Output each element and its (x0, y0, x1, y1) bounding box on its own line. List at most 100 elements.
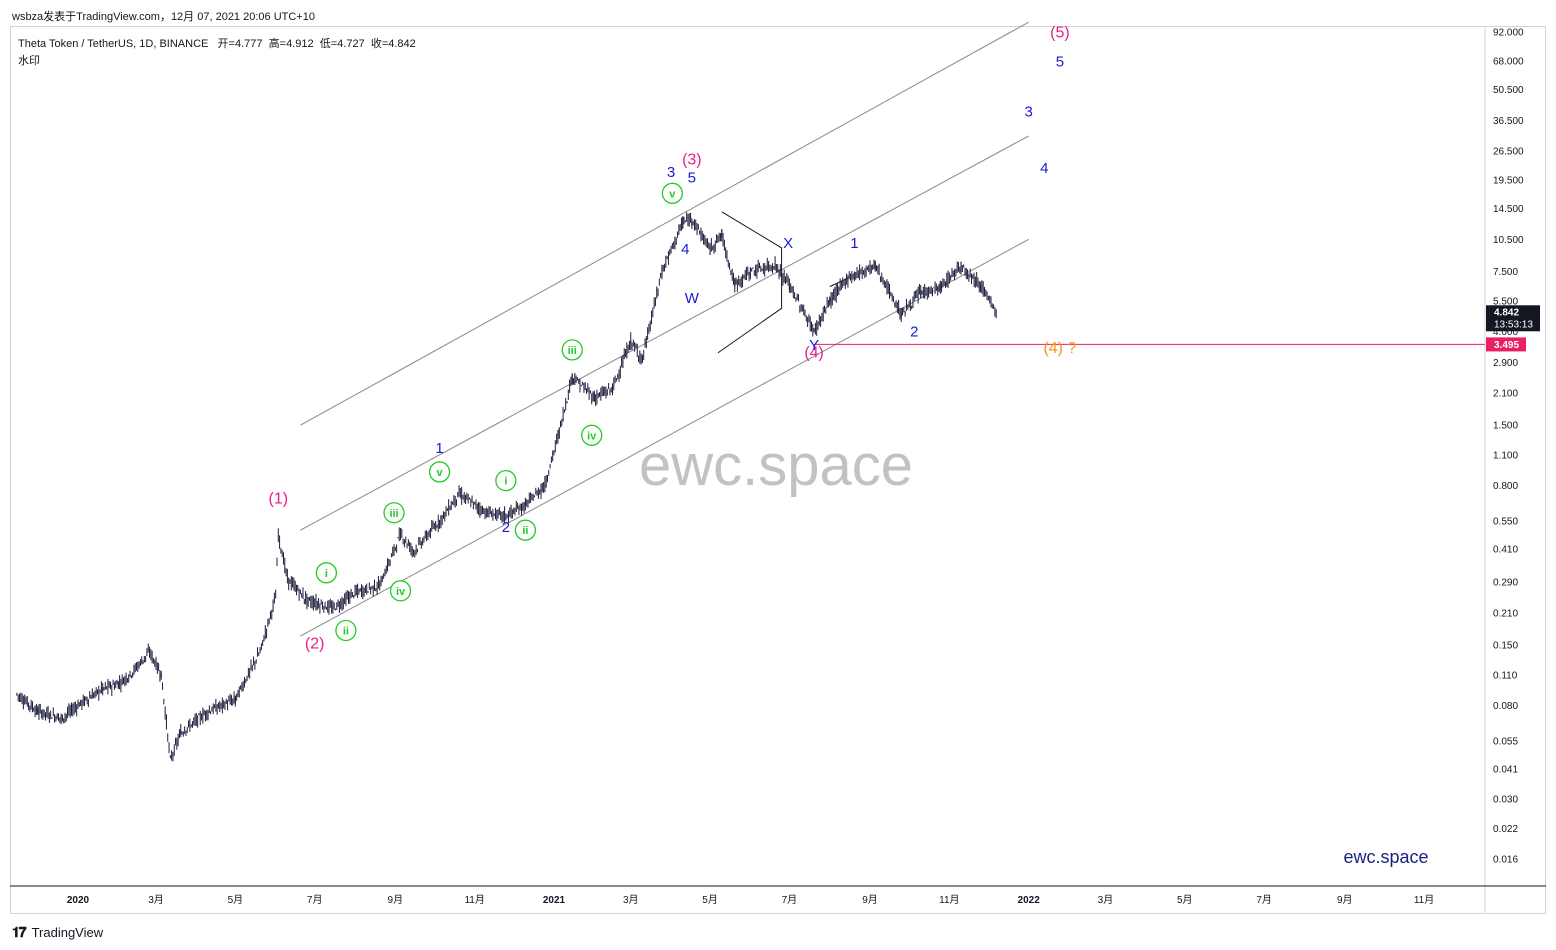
tradingview-logo-icon: 𝟏𝟕 (12, 924, 27, 940)
countdown-value: 13:53:13 (1494, 319, 1533, 330)
x-tick-label: 5月 (228, 894, 244, 906)
publish-info: wsbza发表于TradingView.com，12月 07, 2021 20:… (12, 11, 315, 23)
sub-wave-circle (315, 562, 338, 584)
x-tick-label: 11月 (1414, 894, 1434, 906)
sub-wave-label: iii (389, 508, 398, 520)
sub-wave-label: v (436, 467, 443, 479)
x-tick-label: 2020 (67, 895, 90, 906)
symbol-legend: Theta Token / TetherUS, 1D, BINANCE 开=4.… (18, 38, 416, 50)
wave-label-major: (4) (804, 344, 824, 361)
sub-wave-circle (514, 519, 537, 541)
wave-label-major: (2) (305, 635, 325, 652)
channel-line (300, 21, 1029, 426)
sub-wave-circle (581, 424, 603, 446)
y-tick-label: 0.022 (1493, 824, 1518, 835)
channel-line (300, 238, 1029, 637)
wave-label-major: (5) (1050, 24, 1070, 41)
last-price-value: 4.842 (1494, 307, 1519, 318)
x-tick-label: 7月 (1256, 894, 1272, 906)
open-label: 开 (217, 38, 229, 50)
x-tick-label: 11月 (939, 894, 959, 906)
y-tick-label: 4.000 (1493, 327, 1518, 338)
y-tick-label: 68.000 (1493, 56, 1524, 67)
level-price-value: 3.495 (1494, 340, 1519, 351)
wave-label-minor: Y (809, 337, 819, 354)
sub-wave-label: ii (343, 625, 349, 637)
pattern-line (717, 211, 783, 354)
channel-line (300, 135, 1029, 531)
wave-label-major: (1) (269, 491, 289, 508)
y-tick-label: 0.550 (1493, 517, 1518, 528)
y-tick-label: 0.410 (1493, 545, 1518, 556)
sub-wave-circle (389, 580, 412, 602)
sub-wave-label: iv (396, 586, 406, 598)
y-tick-label: 26.500 (1493, 146, 1524, 157)
y-tick-label: 2.100 (1493, 389, 1518, 400)
chart-frame (10, 26, 1546, 914)
high-label: 高 (268, 38, 280, 50)
y-tick-label: 0.030 (1493, 794, 1518, 805)
sub-wave-circle (661, 182, 683, 204)
open-value: 4.777 (234, 38, 263, 50)
wave-label-minor: 1 (850, 235, 858, 252)
wave-label-minor: X (783, 235, 793, 252)
footer-brand[interactable]: 𝟏𝟕 TradingView (12, 924, 103, 941)
x-tick-label: 9月 (862, 894, 878, 906)
y-tick-label: 92.000 (1493, 28, 1524, 39)
sub-wave-label: i (504, 476, 507, 488)
x-tick-label: 9月 (1337, 894, 1353, 906)
x-tick-label: 2022 (1018, 895, 1041, 906)
y-tick-label: 0.800 (1493, 481, 1518, 492)
level-price-tag (1486, 337, 1526, 352)
y-tick-label: 1.100 (1493, 450, 1518, 461)
sub-wave-label: ii (522, 525, 528, 537)
y-tick-label: 50.500 (1493, 85, 1524, 96)
wave-label-forecast: (4) ? (1043, 340, 1076, 357)
y-tick-label: 36.500 (1493, 116, 1524, 127)
y-tick-label: 2.900 (1493, 358, 1518, 369)
footer-brand-text: TradingView (31, 925, 104, 940)
close-label: 收 (370, 38, 382, 50)
y-tick-label: 10.500 (1493, 235, 1524, 246)
last-price-tag (1486, 305, 1540, 332)
y-tick-label: 0.290 (1493, 578, 1518, 589)
sub-wave-label: v (669, 188, 676, 200)
close-value: 4.842 (388, 38, 416, 50)
symbol-title: Theta Token / TetherUS, 1D, BINANCE (18, 38, 209, 50)
y-tick-label: 0.080 (1493, 701, 1518, 712)
y-tick-label: 1.500 (1493, 421, 1518, 432)
wave-label-minor: 5 (1056, 54, 1064, 71)
wave-label-minor: 3 (667, 164, 675, 181)
x-tick-label: 3月 (623, 894, 639, 906)
sub-wave-label: iv (587, 430, 597, 442)
y-tick-label: 0.016 (1493, 855, 1518, 866)
x-tick-label: 7月 (307, 894, 323, 906)
y-tick-label: 0.210 (1493, 609, 1518, 620)
x-tick-label: 3月 (148, 894, 164, 906)
y-tick-label: 0.150 (1493, 641, 1518, 652)
watermark-legend: 水印 (18, 55, 40, 67)
y-tick-label: 5.500 (1493, 297, 1518, 308)
y-tick-label: 0.055 (1493, 737, 1518, 748)
sub-wave-label: iii (568, 345, 577, 357)
x-tick-label: 5月 (702, 894, 718, 906)
wave-label-minor: 5 (688, 170, 696, 187)
wave-label-minor: 3 (1025, 103, 1033, 120)
wave-label-minor: 2 (910, 323, 918, 340)
y-tick-label: 19.500 (1493, 176, 1524, 187)
y-tick-label: 7.500 (1493, 267, 1518, 278)
sub-wave-circle (383, 502, 405, 524)
low-label: 低 (319, 38, 331, 50)
wave-label-minor: 4 (681, 241, 689, 258)
low-value: 4.727 (337, 38, 365, 50)
wave-label-minor: W (685, 290, 700, 307)
x-tick-label: 9月 (388, 894, 404, 906)
watermark-text: ewc.space (639, 433, 913, 498)
sub-wave-label: i (325, 568, 328, 580)
y-tick-label: 14.500 (1493, 204, 1524, 215)
candles (16, 212, 997, 762)
high-value: 4.912 (286, 38, 314, 50)
wave-label-minor: 4 (1040, 160, 1048, 177)
wave-label-major: (3) (682, 151, 702, 168)
